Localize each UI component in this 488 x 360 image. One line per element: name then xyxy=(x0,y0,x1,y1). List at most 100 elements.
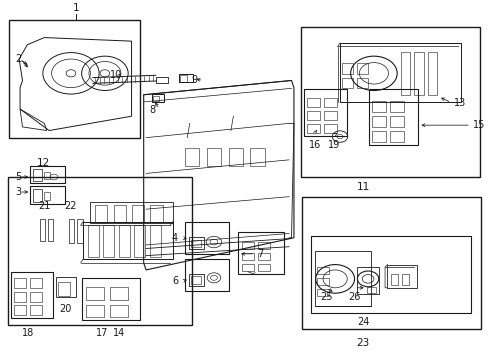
Text: 2: 2 xyxy=(15,54,21,64)
Bar xyxy=(134,225,145,257)
Bar xyxy=(389,101,403,112)
Bar xyxy=(303,89,346,136)
Text: 16: 16 xyxy=(308,140,320,150)
Bar xyxy=(366,287,376,293)
Text: 7: 7 xyxy=(257,249,264,259)
Text: 10: 10 xyxy=(110,70,122,80)
Bar xyxy=(156,77,167,83)
Bar xyxy=(68,219,74,243)
Bar xyxy=(8,177,192,325)
Bar xyxy=(33,189,42,202)
Bar xyxy=(188,237,204,249)
Text: 3: 3 xyxy=(15,187,21,197)
Bar xyxy=(150,204,162,222)
Text: 21: 21 xyxy=(38,201,50,211)
Bar xyxy=(179,75,192,82)
Bar xyxy=(30,292,42,302)
Bar xyxy=(356,63,367,74)
Bar xyxy=(317,267,328,274)
Bar xyxy=(342,78,352,88)
Text: 25: 25 xyxy=(320,292,332,302)
Bar xyxy=(109,287,128,300)
Bar xyxy=(314,251,370,306)
Bar xyxy=(306,124,319,133)
Bar xyxy=(77,219,83,243)
Bar xyxy=(48,219,53,241)
Bar xyxy=(83,222,172,259)
Text: 23: 23 xyxy=(356,338,369,348)
Text: 26: 26 xyxy=(347,292,360,302)
Bar xyxy=(389,131,403,142)
Text: 22: 22 xyxy=(64,201,77,211)
Bar xyxy=(58,282,70,296)
Bar xyxy=(400,52,409,95)
Bar xyxy=(103,225,114,257)
Bar xyxy=(191,276,201,284)
Bar xyxy=(356,267,378,294)
Text: 24: 24 xyxy=(356,317,369,327)
Bar xyxy=(228,148,243,166)
Bar xyxy=(317,278,328,285)
Text: 12: 12 xyxy=(37,158,50,168)
Bar xyxy=(242,264,253,271)
Bar xyxy=(152,94,163,102)
Bar xyxy=(150,225,161,257)
Bar xyxy=(371,131,385,142)
Bar xyxy=(389,116,403,127)
Bar xyxy=(33,169,42,181)
Text: 11: 11 xyxy=(356,183,369,192)
Bar xyxy=(14,305,26,315)
Text: 20: 20 xyxy=(59,304,71,314)
Bar xyxy=(132,204,144,222)
Bar xyxy=(390,274,397,285)
Bar xyxy=(180,75,187,82)
Bar xyxy=(242,253,253,260)
Bar xyxy=(14,292,26,302)
Bar xyxy=(258,242,269,249)
Bar xyxy=(9,20,140,138)
Text: 6: 6 xyxy=(172,276,178,286)
Bar xyxy=(11,272,52,318)
Bar xyxy=(44,192,50,199)
Bar xyxy=(242,242,253,249)
Bar xyxy=(119,225,129,257)
Bar xyxy=(250,148,264,166)
Text: 13: 13 xyxy=(453,98,465,108)
Bar xyxy=(339,43,460,102)
Bar xyxy=(371,116,385,127)
Text: 15: 15 xyxy=(472,120,485,130)
Bar xyxy=(30,166,64,184)
Bar xyxy=(30,278,42,288)
Bar xyxy=(401,274,408,285)
Bar xyxy=(188,274,204,286)
Bar xyxy=(317,288,328,296)
Bar xyxy=(324,124,336,133)
Bar xyxy=(41,219,45,241)
Bar xyxy=(109,305,128,317)
Bar xyxy=(184,259,228,291)
Bar xyxy=(30,305,42,315)
Bar xyxy=(95,204,107,222)
Text: 1: 1 xyxy=(72,3,79,13)
Bar xyxy=(30,186,64,204)
Bar xyxy=(184,222,228,254)
Bar xyxy=(371,101,385,112)
Bar xyxy=(302,197,480,329)
Bar xyxy=(368,89,417,145)
Bar xyxy=(342,63,352,74)
Bar xyxy=(206,148,221,166)
Text: 5: 5 xyxy=(15,172,21,182)
Bar xyxy=(85,305,104,317)
Bar xyxy=(310,236,470,313)
Text: 19: 19 xyxy=(327,140,340,150)
Text: 14: 14 xyxy=(113,328,125,338)
Bar xyxy=(306,111,319,120)
Bar xyxy=(191,239,201,247)
Bar xyxy=(258,253,269,260)
Text: 4: 4 xyxy=(172,233,178,243)
Bar xyxy=(82,278,140,320)
Bar xyxy=(44,172,50,179)
Text: 17: 17 xyxy=(96,328,108,338)
Bar xyxy=(258,264,269,271)
Bar xyxy=(184,148,199,166)
